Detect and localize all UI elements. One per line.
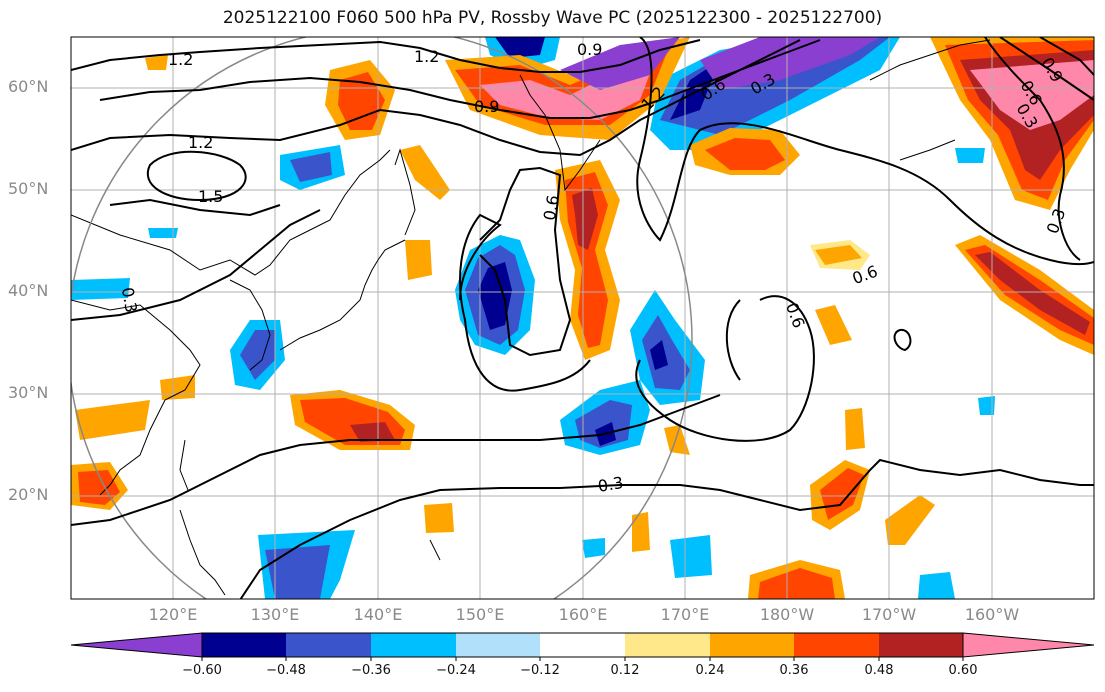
lon-label-140e: 140°E — [353, 605, 403, 624]
colorbar-tick-label: −0.12 — [520, 663, 560, 678]
contour-label: 0.6 — [540, 194, 563, 222]
colorbar — [70, 632, 1095, 661]
coastlines — [71, 39, 991, 596]
lon-label-160w: 160°W — [964, 605, 1020, 624]
lon-label-150e: 150°E — [455, 605, 505, 624]
contour-label: 0.3 — [118, 286, 141, 314]
radius-circle — [71, 37, 693, 599]
lon-label-120e: 120°E — [148, 605, 198, 624]
contour-label: 1.2 — [414, 47, 439, 66]
graticule — [71, 37, 1094, 599]
colorbar-tick-label: 0.12 — [610, 663, 640, 678]
contour-label: 0.9 — [474, 97, 499, 116]
lat-label-50n: 50°N — [8, 179, 49, 198]
map-border — [70, 36, 1095, 600]
lon-label-130e: 130°E — [250, 605, 300, 624]
colorbar-tick-label: 0.48 — [864, 663, 894, 678]
colorbar-tick-label: −0.60 — [182, 663, 222, 678]
lat-label-60n: 60°N — [8, 77, 49, 96]
contour-label: 1.2 — [168, 50, 193, 69]
lat-label-30n: 30°N — [8, 383, 49, 402]
negative-anomaly-shading — [71, 37, 995, 599]
colorbar-tick-label: 0.60 — [948, 663, 978, 678]
pv-contours — [71, 37, 1094, 599]
contour-label: 1.2 — [188, 133, 213, 152]
colorbar-tick-label: 0.36 — [779, 663, 809, 678]
lat-label-40n: 40°N — [8, 281, 49, 300]
lon-label-170w: 170°W — [861, 605, 917, 624]
map-title: 2025122100 F060 500 hPa PV, Rossby Wave … — [222, 8, 883, 28]
colorbar-tick-label: −0.48 — [266, 663, 306, 678]
colorbar-tick-label: −0.24 — [436, 663, 476, 678]
colorbar-tick-label: 0.24 — [695, 663, 725, 678]
lon-label-170e: 170°E — [660, 605, 710, 624]
colorbar-tick-label: −0.36 — [351, 663, 391, 678]
lat-label-20n: 20°N — [8, 485, 49, 504]
contour-label: 0.9 — [577, 40, 602, 59]
contour-label: 1.5 — [198, 187, 223, 206]
lon-label-180w: 180°W — [759, 605, 815, 624]
lon-label-160e: 160°E — [558, 605, 608, 624]
contour-label: 0.3 — [596, 473, 624, 496]
